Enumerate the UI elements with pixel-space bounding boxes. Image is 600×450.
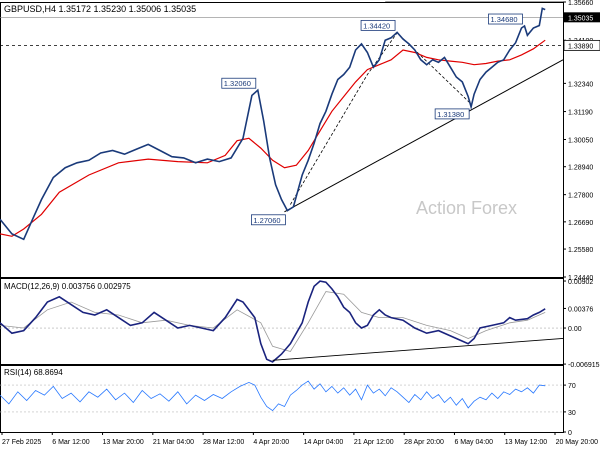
y-tick-label: 0 — [568, 430, 572, 437]
y-tick-label: 0.00902 — [568, 279, 593, 286]
x-tick-label: 28 Mar 12:00 — [203, 439, 244, 446]
x-tick-label: 14 Apr 04:00 — [304, 439, 344, 446]
price-label: 1.34420 — [363, 21, 390, 30]
price-label: 1.31380 — [437, 110, 464, 119]
y-tick-label: 1.27800 — [568, 193, 593, 200]
price-label: 1.27060 — [253, 216, 280, 225]
macd-label: MACD(12,26,9) 0.003756 0.002975 — [4, 282, 131, 291]
rsi-panel: 70 30 0 — [0, 380, 576, 437]
y-tick-label: 1.25580 — [568, 247, 593, 254]
y-tick-label: 1.28940 — [568, 165, 593, 172]
y-tick-label: 1.35035 — [568, 15, 593, 22]
price-label: 1.32060 — [224, 79, 251, 88]
y-tick-label: 0.00 — [568, 326, 582, 333]
price-line — [0, 7, 546, 241]
price-label-box — [360, 19, 396, 31]
trendline — [284, 59, 564, 213]
y-tick-label: -0.006915 — [568, 362, 600, 369]
x-tick-label: 6 Mar 12:00 — [52, 439, 89, 446]
x-tick-label: 28 Apr 20:00 — [404, 439, 444, 446]
macd-trendline — [272, 338, 564, 361]
panel-frame — [0, 2, 564, 278]
price-label-box — [251, 214, 286, 226]
dashed-projection-line — [290, 32, 472, 205]
y-tick-label: 70 — [568, 383, 576, 390]
y-tick-label: 1.30050 — [568, 138, 593, 145]
y-tick-label: 1.26690 — [568, 220, 593, 227]
symbol-header: GBPUSD,H4 1.35172 1.35230 1.35006 1.3503… — [4, 4, 196, 14]
price-label-box — [488, 13, 523, 25]
x-tick-label: 13 Mar 20:00 — [103, 439, 144, 446]
x-tick-label: 4 Apr 20:00 — [253, 439, 289, 446]
rsi-label: RSI(14) 68.8694 — [4, 368, 63, 377]
price-label-box — [434, 108, 470, 120]
price-label-box — [221, 77, 257, 89]
panel-frame — [0, 365, 564, 433]
y-tick-label: 1.31190 — [568, 110, 593, 117]
x-tick-label: 13 May 12:00 — [505, 439, 548, 446]
macd-panel: 0.00902 0.00376 0.00 -0.006915 — [0, 279, 600, 369]
y-tick-label: 1.35660 — [568, 0, 593, 7]
x-tick-label: 21 Mar 04:00 — [153, 439, 194, 446]
x-tick-label: 6 May 04:00 — [454, 439, 493, 446]
y-tick-label: 1.24440 — [568, 275, 593, 282]
macd-signal-line — [0, 291, 546, 352]
x-tick-label: 20 May 20:00 — [556, 439, 599, 446]
y-tick-label: 1.33890 — [568, 43, 593, 50]
y-tick-label: 0.00376 — [568, 306, 593, 313]
macd-line — [0, 280, 546, 363]
price-label: 1.34680 — [490, 15, 517, 24]
price-panel: 1.356601.350351.341001.323401.311901.300… — [0, 0, 600, 282]
rsi-line — [0, 380, 546, 412]
watermark: Action Forex — [416, 198, 517, 218]
y-tick-label: 1.32340 — [568, 81, 593, 88]
support-level-box — [563, 39, 600, 51]
x-axis: 27 Feb 2025 6 Mar 12:00 13 Mar 20:00 21 Mar… — [1, 432, 599, 446]
fib-extension-label: FE 61.8 — [539, 0, 564, 1]
x-tick-label: 27 Feb 2025 — [2, 439, 41, 446]
panel-frame — [0, 278, 564, 365]
last-price-box — [564, 12, 600, 23]
moving-average-line — [0, 39, 546, 237]
x-tick-label: 21 Apr 12:00 — [354, 439, 394, 446]
y-tick-label: 30 — [568, 410, 576, 417]
